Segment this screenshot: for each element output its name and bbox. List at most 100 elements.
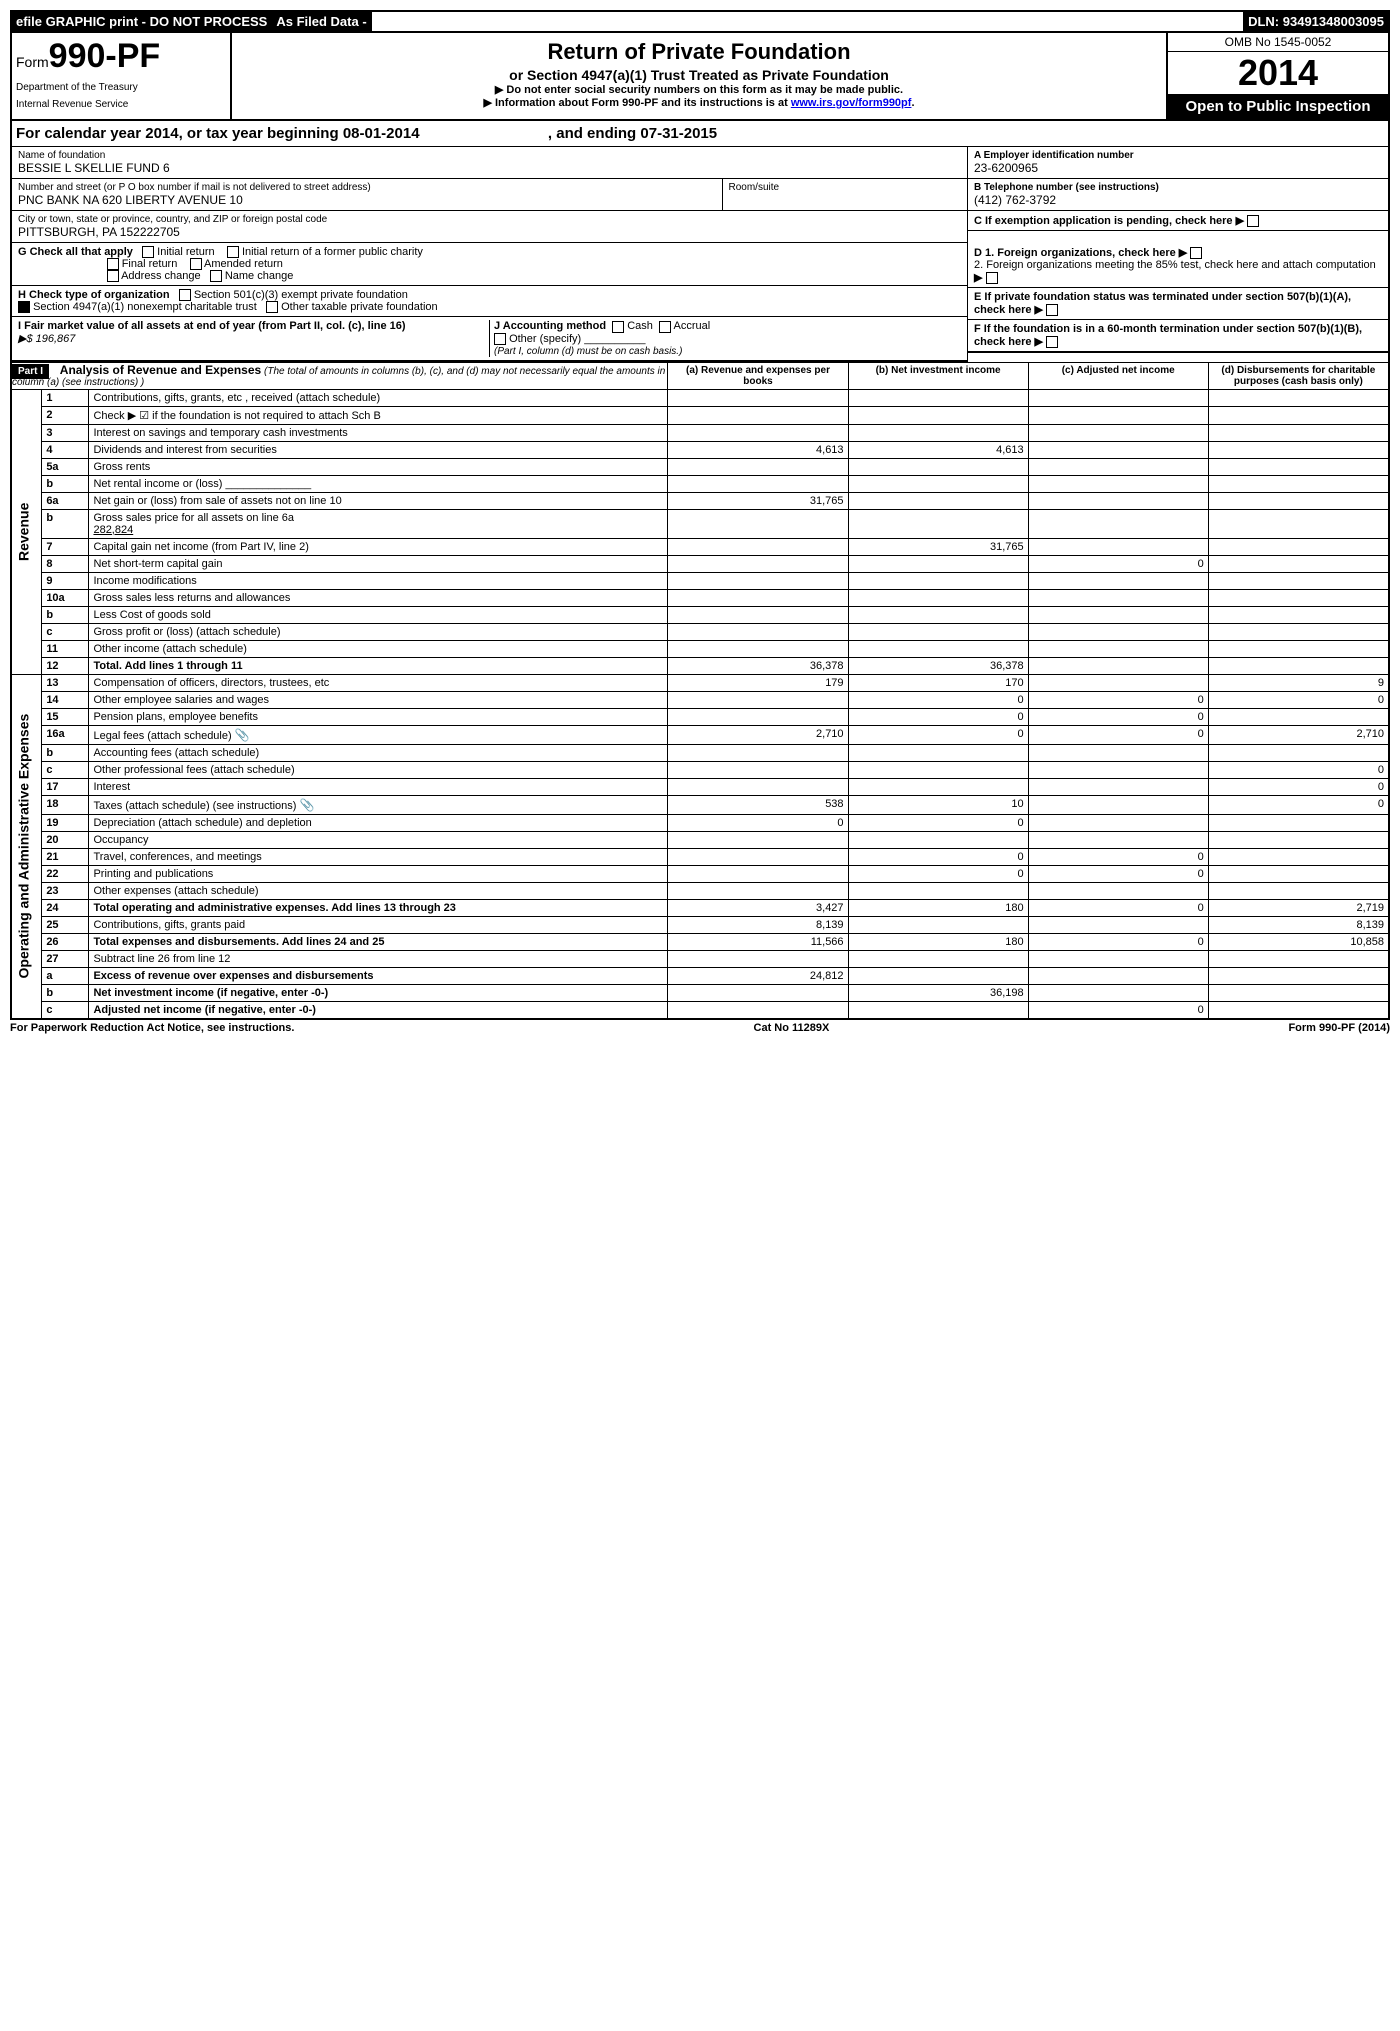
chk-address[interactable] [107, 270, 119, 282]
open-public: Open to Public Inspection [1168, 94, 1388, 119]
table-row: 23Other expenses (attach schedule) [11, 882, 1389, 899]
line-value: 0 [668, 814, 848, 831]
foundation-name-cell: Name of foundation BESSIE L SKELLIE FUND… [12, 147, 967, 179]
line-value: 0 [1028, 899, 1208, 916]
chk-amended[interactable] [190, 258, 202, 270]
line-value [848, 424, 1028, 441]
line-description: Capital gain net income (from Part IV, l… [89, 538, 668, 555]
line-number: 2 [42, 406, 89, 424]
line-number: 18 [42, 795, 89, 814]
line-value: 10,858 [1208, 933, 1389, 950]
line-value [848, 555, 1028, 572]
line-description: Contributions, gifts, grants paid [89, 916, 668, 933]
attachment-icon[interactable]: 📎 [300, 798, 315, 812]
line-value [668, 882, 848, 899]
table-row: 5aGross rents [11, 458, 1389, 475]
g-section: G Check all that apply Initial return In… [10, 243, 1390, 362]
line-value [1208, 572, 1389, 589]
line-number: 19 [42, 814, 89, 831]
line-value [848, 606, 1028, 623]
line-value [1028, 538, 1208, 555]
chk-initial-former[interactable] [227, 246, 239, 258]
line-value [1208, 389, 1389, 406]
line-value: 0 [1208, 691, 1389, 708]
line-value [848, 950, 1028, 967]
chk-initial[interactable] [142, 246, 154, 258]
line-description: Interest on savings and temporary cash i… [89, 424, 668, 441]
line-description: Net gain or (loss) from sale of assets n… [89, 492, 668, 509]
line-number: 3 [42, 424, 89, 441]
chk-accrual[interactable] [659, 321, 671, 333]
line-value [668, 589, 848, 606]
line-value [1028, 424, 1208, 441]
table-row: 18Taxes (attach schedule) (see instructi… [11, 795, 1389, 814]
table-row: aExcess of revenue over expenses and dis… [11, 967, 1389, 984]
line-value [848, 882, 1028, 899]
footer-mid: Cat No 11289X [754, 1022, 830, 1034]
line-number: 6a [42, 492, 89, 509]
line-value: 0 [848, 848, 1028, 865]
line-number: c [42, 761, 89, 778]
dln: DLN: 93491348003095 [1244, 12, 1388, 31]
line-number: b [42, 475, 89, 492]
chk-name[interactable] [210, 270, 222, 282]
dept1: Department of the Treasury [16, 82, 226, 93]
room-cell: Room/suite [723, 179, 968, 211]
line-value [668, 555, 848, 572]
line-value: 0 [848, 691, 1028, 708]
form-note1: ▶ Do not enter social security numbers o… [236, 83, 1162, 96]
chk-cash[interactable] [612, 321, 624, 333]
table-row: 9Income modifications [11, 572, 1389, 589]
line-description: Occupancy [89, 831, 668, 848]
line-number: 27 [42, 950, 89, 967]
line-value [668, 458, 848, 475]
chk-501c3[interactable] [179, 289, 191, 301]
line-value [1028, 795, 1208, 814]
spacer [372, 12, 1244, 31]
chk-final[interactable] [107, 258, 119, 270]
line-value: 2,710 [668, 725, 848, 744]
line-value [1028, 589, 1208, 606]
checkbox-c[interactable] [1247, 215, 1259, 227]
header-left: Form990-PF Department of the Treasury In… [12, 33, 232, 119]
line-value [668, 744, 848, 761]
line-value [1208, 882, 1389, 899]
line-description: Net short-term capital gain [89, 555, 668, 572]
line-description: Interest [89, 778, 668, 795]
table-row: 10aGross sales less returns and allowanc… [11, 589, 1389, 606]
irs-link[interactable]: www.irs.gov/form990pf [791, 97, 912, 109]
chk-other-tax[interactable] [266, 301, 278, 313]
footer-left: For Paperwork Reduction Act Notice, see … [10, 1022, 294, 1034]
line-value: 8,139 [1208, 916, 1389, 933]
line-description: Check ▶ ☑ if the foundation is not requi… [89, 406, 668, 424]
table-row: 26Total expenses and disbursements. Add … [11, 933, 1389, 950]
chk-d1[interactable] [1190, 247, 1202, 259]
table-row: bNet investment income (if negative, ent… [11, 984, 1389, 1001]
line-value [848, 640, 1028, 657]
line-value [1208, 475, 1389, 492]
line-value [1208, 831, 1389, 848]
line-number: 9 [42, 572, 89, 589]
chk-e[interactable] [1046, 304, 1058, 316]
chk-other-acct[interactable] [494, 333, 506, 345]
top-bar: efile GRAPHIC print - DO NOT PROCESS As … [10, 10, 1390, 33]
line-description: Travel, conferences, and meetings [89, 848, 668, 865]
chk-d2[interactable] [986, 272, 998, 284]
col-b-header: (b) Net investment income [848, 362, 1028, 389]
line-number: 12 [42, 657, 89, 674]
line-value [1208, 606, 1389, 623]
line-value: 0 [848, 814, 1028, 831]
header-right: OMB No 1545-0052 2014 Open to Public Ins… [1166, 33, 1388, 119]
line-value [668, 1001, 848, 1019]
attachment-icon[interactable]: 📎 [235, 728, 250, 742]
line-number: b [42, 606, 89, 623]
line-value [1208, 424, 1389, 441]
line-value [848, 916, 1028, 933]
line-number: 16a [42, 725, 89, 744]
line-value: 2,710 [1208, 725, 1389, 744]
chk-f[interactable] [1046, 336, 1058, 348]
line-value: 31,765 [848, 538, 1028, 555]
chk-4947[interactable]: ✓ [18, 301, 30, 313]
line-value: 36,378 [668, 657, 848, 674]
table-row: 4Dividends and interest from securities4… [11, 441, 1389, 458]
